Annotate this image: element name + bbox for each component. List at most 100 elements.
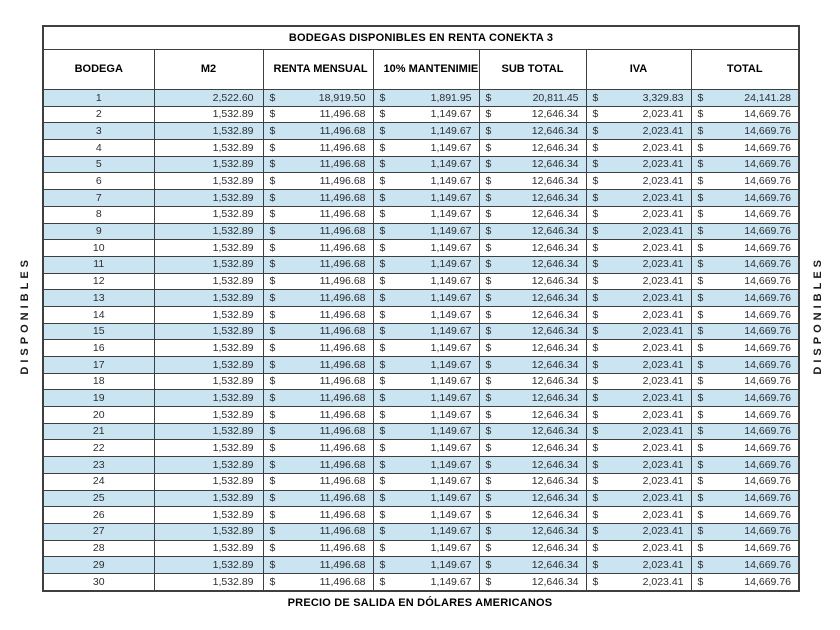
cell-renta-mensual: $11,496.68	[262, 189, 374, 207]
currency-symbol: $	[379, 358, 386, 371]
cell-total: $14,669.76	[690, 139, 800, 157]
left-rail: DISPONIBLES	[19, 0, 31, 630]
currency-symbol: $	[379, 575, 386, 588]
currency-symbol: $	[379, 341, 386, 354]
cell-total: $14,669.76	[690, 222, 800, 241]
currency-symbol: $	[379, 275, 386, 288]
left-vertical-label: DISPONIBLES	[19, 255, 31, 375]
cell-mantenimiento: $1,149.67	[372, 389, 480, 408]
cell-renta-mensual: $11,496.68	[262, 439, 374, 458]
currency-symbol: $	[485, 341, 492, 354]
currency-symbol: $	[697, 308, 704, 321]
currency-symbol: $	[697, 458, 704, 471]
cell-mantenimiento: $1,149.67	[372, 272, 480, 291]
currency-symbol: $	[269, 575, 276, 588]
currency-symbol: $	[269, 175, 276, 188]
currency-symbol: $	[379, 525, 386, 538]
cell-bodega: 2	[42, 105, 155, 124]
cell-iva: $2,023.41	[585, 406, 692, 424]
cell-sub-total: $12,646.34	[478, 189, 587, 207]
currency-symbol: $	[592, 258, 599, 271]
cell-renta-mensual: $11,496.68	[262, 122, 374, 141]
cell-sub-total: $20,811.45	[478, 89, 587, 107]
cell-bodega: 24	[42, 472, 155, 491]
table-row: 21 1,532.89 $11,496.68 $1,149.67 $12,646…	[42, 422, 800, 441]
currency-symbol: $	[697, 558, 704, 571]
cell-bodega: 18	[42, 372, 155, 391]
cell-total: $14,669.76	[690, 506, 800, 524]
currency-symbol: $	[592, 291, 599, 304]
cell-renta-mensual: $11,496.68	[262, 289, 374, 307]
currency-symbol: $	[485, 475, 492, 488]
currency-symbol: $	[269, 291, 276, 304]
cell-sub-total: $12,646.34	[478, 322, 587, 341]
cell-mantenimiento: $1,149.67	[372, 372, 480, 391]
currency-symbol: $	[592, 191, 599, 204]
table-row: 15 1,532.89 $11,496.68 $1,149.67 $12,646…	[42, 322, 800, 341]
currency-symbol: $	[485, 258, 492, 271]
currency-symbol: $	[379, 475, 386, 488]
cell-bodega: 22	[42, 439, 155, 458]
currency-symbol: $	[697, 124, 704, 137]
table-row: 29 1,532.89 $11,496.68 $1,149.67 $12,646…	[42, 556, 800, 574]
cell-renta-mensual: $11,496.68	[262, 572, 374, 592]
table-row: 17 1,532.89 $11,496.68 $1,149.67 $12,646…	[42, 356, 800, 374]
cell-total: $14,669.76	[690, 439, 800, 458]
table-title: BODEGAS DISPONIBLES EN RENTA CONEKTA 3	[42, 25, 800, 50]
table-row: 27 1,532.89 $11,496.68 $1,149.67 $12,646…	[42, 522, 800, 541]
table-row: 19 1,532.89 $11,496.68 $1,149.67 $12,646…	[42, 389, 800, 408]
cell-bodega: 26	[42, 506, 155, 524]
cell-bodega: 29	[42, 556, 155, 574]
cell-mantenimiento: $1,149.67	[372, 155, 480, 174]
cell-sub-total: $12,646.34	[478, 255, 587, 274]
cell-sub-total: $12,646.34	[478, 305, 587, 324]
cell-renta-mensual: $11,496.68	[262, 372, 374, 391]
table-row: 3 1,532.89 $11,496.68 $1,149.67 $12,646.…	[42, 122, 800, 141]
cell-renta-mensual: $11,496.68	[262, 356, 374, 374]
currency-symbol: $	[269, 542, 276, 555]
currency-symbol: $	[269, 241, 276, 254]
cell-bodega: 21	[42, 422, 155, 441]
table-row: 1 2,522.60 $18,919.50 $1,891.95 $20,811.…	[42, 89, 800, 107]
cell-m2: 1,532.89	[153, 139, 264, 157]
cell-m2: 1,532.89	[153, 339, 264, 357]
currency-symbol: $	[485, 175, 492, 188]
currency-symbol: $	[485, 408, 492, 421]
currency-symbol: $	[485, 575, 492, 588]
currency-symbol: $	[697, 508, 704, 521]
currency-symbol: $	[379, 458, 386, 471]
cell-renta-mensual: $11,496.68	[262, 489, 374, 508]
cell-total: $14,669.76	[690, 105, 800, 124]
cell-bodega: 19	[42, 389, 155, 408]
cell-iva: $2,023.41	[585, 472, 692, 491]
currency-symbol: $	[379, 124, 386, 137]
cell-mantenimiento: $1,149.67	[372, 522, 480, 541]
cell-iva: $2,023.41	[585, 489, 692, 508]
currency-symbol: $	[379, 175, 386, 188]
cell-iva: $2,023.41	[585, 439, 692, 458]
cell-sub-total: $12,646.34	[478, 539, 587, 558]
currency-symbol: $	[485, 558, 492, 571]
cell-mantenimiento: $1,149.67	[372, 556, 480, 574]
cell-total: $14,669.76	[690, 172, 800, 191]
column-header-bodega: BODEGA	[42, 49, 155, 90]
cell-total: $14,669.76	[690, 472, 800, 491]
cell-total: $14,669.76	[690, 572, 800, 592]
currency-symbol: $	[697, 341, 704, 354]
cell-renta-mensual: $11,496.68	[262, 155, 374, 174]
cell-iva: $2,023.41	[585, 456, 692, 474]
cell-mantenimiento: $1,149.67	[372, 105, 480, 124]
currency-symbol: $	[269, 325, 276, 338]
cell-bodega: 1	[42, 89, 155, 107]
currency-symbol: $	[592, 575, 599, 588]
cell-m2: 1,532.89	[153, 406, 264, 424]
cell-sub-total: $12,646.34	[478, 172, 587, 191]
currency-symbol: $	[697, 442, 704, 455]
cell-mantenimiento: $1,149.67	[372, 139, 480, 157]
cell-m2: 1,532.89	[153, 239, 264, 257]
currency-symbol: $	[592, 275, 599, 288]
cell-iva: $2,023.41	[585, 189, 692, 207]
currency-symbol: $	[379, 191, 386, 204]
cell-sub-total: $12,646.34	[478, 139, 587, 157]
cell-mantenimiento: $1,149.67	[372, 356, 480, 374]
